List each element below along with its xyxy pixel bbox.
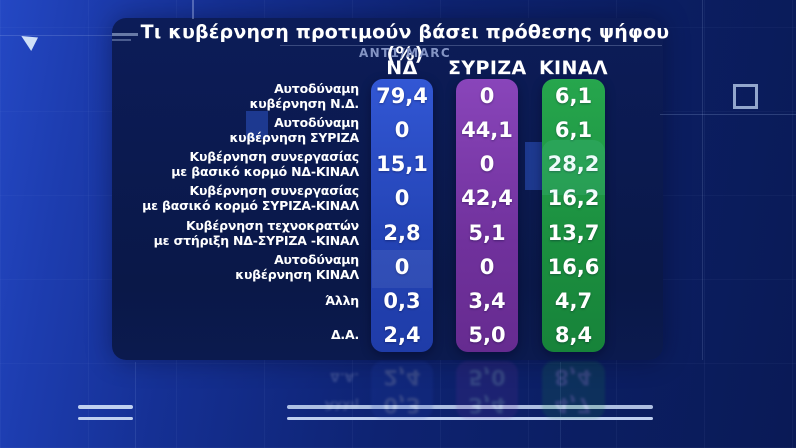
value-cell: 16,6: [547, 254, 600, 279]
value-cell: 44,1: [461, 118, 513, 143]
value-cell: 5,0: [468, 322, 506, 347]
reflection-pill: [456, 361, 518, 419]
row-label: Άλλη: [325, 293, 359, 309]
bottom-line: [287, 405, 653, 409]
row-label: Αυτοδύναμη κυβέρνηση Ν.Δ.: [249, 81, 360, 112]
grid-line: [660, 114, 796, 115]
reflection-pill: [371, 361, 433, 419]
reflection-pill: [542, 361, 605, 419]
row-label-column: Αυτοδύναμη κυβέρνηση Ν.Δ. Αυτοδύναμη κυβ…: [130, 79, 359, 352]
column-header-nd: ΝΔ: [386, 57, 418, 79]
value-cell: 42,4: [461, 186, 513, 211]
bottom-line: [78, 417, 133, 420]
row-label: Δ.Α.: [330, 327, 359, 343]
glow-patch: [246, 111, 268, 139]
column-header-syriza: ΣΥΡΙΖΑ: [448, 57, 527, 79]
value-cell: 13,7: [547, 220, 600, 245]
value-cell: 0: [479, 254, 495, 279]
value-cell: 2,8: [383, 220, 421, 245]
reflection-row: Δ.Α. 2,4 5,0 8,4: [0, 363, 796, 391]
bottom-line: [78, 405, 133, 409]
row-label: Αυτοδύναμη κυβέρνηση ΚΙΝΑΛ: [235, 251, 359, 282]
grid-line: [135, 362, 136, 448]
row-label: Κυβέρνηση συνεργασίας με βασικό κορμό ΣΥ…: [142, 183, 359, 214]
row-label: Κυβέρνηση συνεργασίας με βασικό κορμό ΝΔ…: [171, 149, 359, 180]
grid-line: [0, 35, 112, 36]
value-cell: 15,1: [376, 152, 428, 177]
glow-patch: [542, 140, 605, 195]
row-label: Κυβέρνηση τεχνοκρατών με στήριξη ΝΔ-ΣΥΡΙ…: [153, 217, 360, 248]
glow-patch: [525, 142, 542, 190]
source-label: ANT1/MARC: [358, 46, 452, 60]
column-kinal: 6,1 6,1 28,2 16,2 13,7 16,6 4,7 8,4: [542, 79, 605, 352]
value-cell: 0: [479, 152, 495, 177]
grid-line: [192, 0, 194, 19]
value-cell: 0: [394, 254, 410, 279]
value-cell: 2,4: [383, 322, 421, 347]
value-cell: 28,2: [547, 152, 600, 177]
bottom-line: [287, 417, 653, 420]
value-cell: 79,4: [376, 84, 428, 109]
value-cell: 5,1: [468, 220, 506, 245]
value-cell: 0: [479, 84, 495, 109]
value-cell: 4,7: [554, 288, 593, 313]
reflection-text: 2,4: [383, 365, 421, 389]
panel-reflection: Άλλη 0,3 3,4 4,7 Δ.Α. 2,4 5,0 8,4: [0, 361, 796, 419]
reflection-text: Δ.Α.: [330, 370, 359, 385]
value-cell: 0,3: [383, 288, 421, 313]
page-title: Τι κυβέρνηση προτιμούν βάσει πρόθεσης ψή…: [140, 21, 670, 65]
glow-patch: [372, 250, 432, 288]
column-header-kinal: ΚΙΝΑΛ: [538, 57, 609, 79]
value-cell: 0: [394, 118, 410, 143]
value-cell: 16,2: [547, 186, 600, 211]
value-cell: 6,1: [554, 118, 593, 143]
reflection-text: 8,4: [554, 365, 592, 389]
reflection-text: 5,0: [468, 365, 506, 389]
column-syriza: 0 44,1 0 42,4 5,1 0 3,4 5,0: [456, 79, 518, 352]
value-cell: 6,1: [554, 84, 593, 109]
arrow-triangle-icon: [21, 36, 38, 51]
grid-line: [702, 0, 703, 360]
square-outline-icon: [733, 84, 758, 109]
row-label: Αυτοδύναμη κυβέρνηση ΣΥΡΙΖΑ: [229, 115, 359, 146]
value-cell: 0: [394, 186, 410, 211]
value-cell: 8,4: [554, 322, 593, 347]
column-nd: 79,4 0 15,1 0 2,8 0 0,3 2,4: [371, 79, 433, 352]
value-cell: 3,4: [468, 288, 506, 313]
